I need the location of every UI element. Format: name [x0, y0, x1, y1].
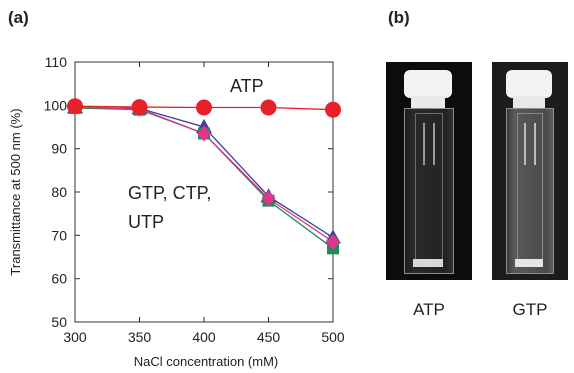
data-point-circle: [67, 98, 83, 115]
photo-caption-gtp: GTP: [512, 300, 548, 319]
cuvette-cap: [506, 70, 552, 98]
x-tick-label: 300: [63, 329, 87, 345]
y-tick-label: 80: [51, 184, 67, 200]
y-axis-label: Transmittance at 500 nm (%): [8, 108, 23, 275]
x-tick-label: 500: [321, 329, 345, 345]
y-tick-label: 70: [51, 227, 67, 243]
data-point-diamond: [261, 190, 276, 207]
photo-atp-cuvette: [386, 62, 472, 280]
y-tick-label: 60: [51, 271, 67, 287]
cuvette-bottom: [515, 259, 543, 267]
cuvette-bottom: [413, 259, 443, 267]
panel-a-label: (a): [8, 8, 29, 27]
cuvette-body: [404, 108, 454, 274]
y-tick-label: 110: [45, 54, 68, 70]
data-point-diamond: [197, 125, 211, 142]
panel-b-label: (b): [388, 8, 410, 27]
y-tick-label: 100: [44, 97, 68, 113]
annotation-gtp-ctp: GTP, CTP,: [128, 183, 211, 203]
cuvette-body: [506, 108, 554, 274]
data-point-circle: [325, 101, 341, 118]
y-tick-label: 90: [51, 141, 67, 157]
data-point-circle: [131, 99, 148, 116]
x-axis-label: NaCl concentration (mM): [134, 354, 279, 369]
annotation-utp: UTP: [128, 212, 164, 232]
cuvette-funnel: [524, 123, 536, 165]
annotation-atp: ATP: [230, 76, 264, 96]
data-point-circle: [196, 99, 212, 116]
cuvette-cap-neck: [411, 96, 445, 110]
x-tick-label: 450: [257, 329, 281, 345]
photo-gtp-cuvette: [492, 62, 568, 280]
cuvette-cap: [404, 70, 452, 98]
cuvette-cap-neck: [513, 96, 545, 110]
cuvette-funnel: [423, 123, 435, 165]
photo-caption-atp: ATP: [413, 300, 445, 319]
data-point-diamond: [326, 233, 340, 250]
y-tick-label: 50: [51, 314, 67, 330]
data-point-circle: [260, 99, 277, 116]
x-tick-label: 350: [128, 329, 152, 345]
x-tick-label: 400: [192, 329, 216, 345]
